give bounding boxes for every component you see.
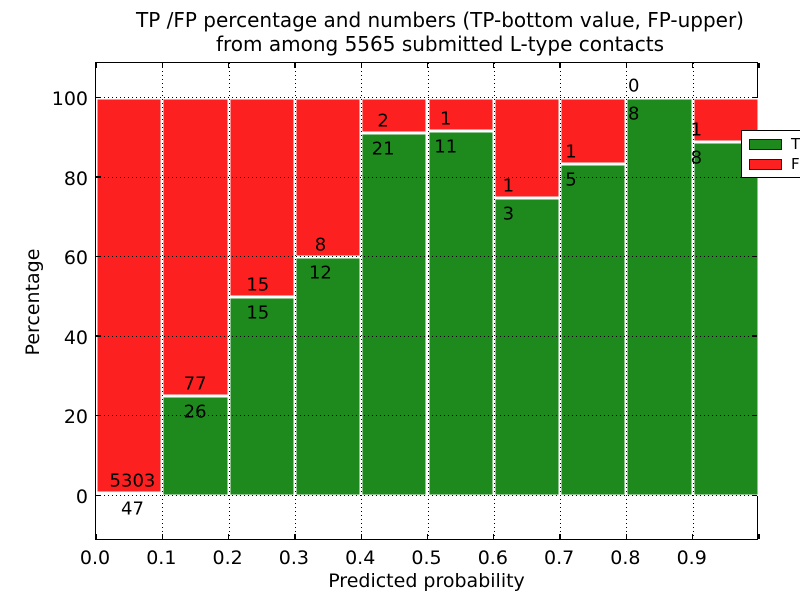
- fp-count-label: 15: [246, 274, 270, 296]
- tp-count-label: 47: [121, 498, 144, 519]
- fp-count-label: 1: [690, 119, 703, 141]
- bar-fp-segment: [294, 98, 362, 258]
- x-tick-label: 0.7: [543, 547, 575, 569]
- bar-fp-segment: [427, 98, 494, 132]
- x-tick-label: 0.4: [345, 547, 376, 569]
- legend-row: TP: [749, 137, 800, 152]
- y-tick-label: 20: [63, 406, 88, 429]
- bar-tp-segment: [228, 297, 295, 496]
- bar-tp-segment: [162, 395, 229, 496]
- y-tick-label: 80: [63, 167, 88, 190]
- fp-count-label: 77: [183, 373, 207, 395]
- bar-tp-segment: [626, 98, 693, 496]
- x-tick-label: 0.1: [146, 547, 177, 569]
- x-tick-label: 0.0: [79, 547, 111, 569]
- y-axis-label: Percentage: [22, 248, 44, 356]
- tp-count-label: 15: [246, 302, 270, 324]
- y-tick-label: 60: [63, 247, 88, 270]
- chart-title: TP /FP percentage and numbers (TP-bottom…: [95, 8, 785, 56]
- bar-tp-segment: [493, 197, 561, 496]
- fp-count-label: 0: [627, 75, 640, 97]
- legend-label-tp: TP: [791, 135, 800, 153]
- bar-fp-segment: [493, 98, 561, 198]
- bar-tp-segment: [361, 132, 428, 496]
- tp-count-label: 26: [183, 401, 207, 423]
- chart-title-line1: TP /FP percentage and numbers (TP-bottom…: [136, 8, 744, 32]
- tp-count-label: 21: [371, 138, 395, 160]
- x-tick-label: 0.6: [477, 547, 508, 569]
- fp-count-label: 8: [314, 234, 327, 256]
- y-tick-label: 100: [51, 88, 88, 110]
- legend-swatch-fp: [749, 159, 782, 170]
- chart-title-line2: from among 5565 submitted L-type contact…: [215, 32, 665, 56]
- bar-fp-segment: [96, 98, 163, 493]
- tp-count-label: 5: [565, 169, 577, 191]
- legend-row: FP: [749, 157, 800, 172]
- fp-count-label: 1: [502, 175, 515, 196]
- bar-fp-segment: [361, 98, 428, 133]
- bar-fp-segment: [560, 98, 627, 165]
- x-tick-mark: [758, 534, 760, 539]
- x-tick-label: 0.8: [610, 547, 641, 569]
- tp-count-label: 3: [502, 203, 515, 224]
- y-tick-label: 40: [63, 326, 88, 349]
- fp-count-label: 5303: [109, 470, 156, 491]
- x-tick-label: 0.9: [676, 547, 707, 569]
- tp-count-label: 8: [627, 103, 640, 125]
- fp-count-label: 1: [565, 141, 577, 163]
- legend-swatch-tp: [749, 139, 782, 150]
- bar-tp-segment: [560, 164, 627, 496]
- x-tick-label: 0.5: [411, 547, 442, 569]
- tp-count-label: 12: [308, 262, 332, 284]
- y-tick-label: 0: [75, 486, 88, 508]
- x-tick-label: 0.3: [278, 547, 309, 569]
- legend: TP FP: [741, 130, 800, 178]
- bar-fp-segment: [228, 98, 295, 297]
- x-tick-mark: [758, 63, 760, 68]
- tp-count-label: 8: [690, 147, 703, 169]
- x-axis-label: Predicted probability: [328, 570, 525, 592]
- fp-count-label: 2: [377, 110, 389, 132]
- bar-count-labels-layer: 5303 47 77 26 15 15 8 12 2 21 1 11 1 3 1 5 0 8 1 8: [96, 63, 757, 539]
- tp-count-label: 11: [434, 136, 458, 158]
- x-tick-label: 0.2: [212, 547, 243, 569]
- bar-fp-segment: [162, 98, 229, 396]
- bar-tp-segment: [294, 257, 362, 496]
- legend-label-fp: FP: [791, 155, 800, 173]
- bar-tp-segment: [692, 142, 759, 496]
- bar-tp-segment: [427, 131, 494, 496]
- bar-tp-segment: [96, 492, 163, 496]
- fp-count-label: 1: [439, 108, 452, 130]
- bars-layer: [96, 63, 759, 539]
